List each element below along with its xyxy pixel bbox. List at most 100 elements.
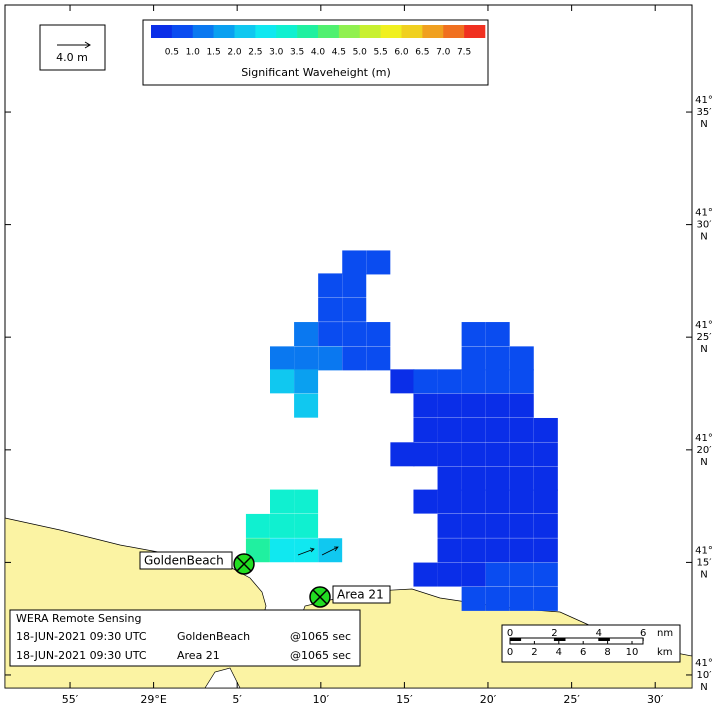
wave-cell [509, 466, 534, 491]
wave-cell [437, 369, 462, 394]
wave-cell [509, 489, 534, 514]
lat-label: N [700, 682, 707, 693]
colorbar-swatch [171, 25, 194, 38]
lat-label: 41° [695, 433, 713, 444]
colorbar-swatch [151, 25, 173, 38]
colorbar-swatch [213, 25, 235, 38]
wave-cell [413, 442, 438, 467]
scale-label: 4 [596, 628, 602, 639]
scale-segment [554, 638, 566, 641]
lat-label: N [700, 119, 707, 130]
colorbar-tick-label: 7.5 [457, 48, 471, 58]
scale-label: 6 [640, 628, 646, 639]
lon-label: 29°E [140, 693, 166, 706]
lat-label: 30′ [697, 220, 713, 231]
station-label-box [139, 551, 233, 570]
colorbar-tick-label: 6.0 [394, 48, 409, 58]
colorbar-tick-label: 4.0 [311, 48, 326, 58]
colorbar-swatch [297, 25, 319, 38]
colorbar-swatch [338, 25, 361, 38]
colorbar-swatch [380, 25, 402, 38]
lat-label: 10′ [697, 670, 713, 681]
lat-label: N [700, 457, 707, 468]
colorbar-tick-label: 3.5 [290, 48, 304, 58]
wave-cell [366, 322, 391, 347]
wave-cell [485, 538, 510, 563]
wave-cell [509, 442, 534, 467]
wave-cell [485, 586, 510, 611]
colorbar-swatch [318, 25, 340, 38]
wave-cell [461, 586, 486, 611]
wave-cell [294, 489, 319, 514]
wave-cell [461, 538, 486, 563]
wave-cell [294, 322, 319, 347]
scale-label: 4 [556, 647, 562, 658]
colorbar-swatch [464, 25, 486, 38]
wave-cell [485, 442, 510, 467]
wave-cell [270, 513, 295, 538]
station-label: Area 21 [337, 588, 384, 602]
wave-cell [461, 489, 486, 514]
info-title: WERA Remote Sensing [16, 612, 141, 625]
info-cell: 18-JUN-2021 09:30 UTC [16, 649, 147, 662]
colorbar-tick-label: 6.5 [415, 48, 429, 58]
wave-cell [485, 369, 510, 394]
colorbar-tick-label: 1.5 [206, 48, 220, 58]
wave-cell [437, 489, 462, 514]
wave-cell [270, 489, 295, 514]
scale-label: 0 [507, 628, 513, 639]
lat-label: 41° [695, 95, 713, 106]
wave-cell [485, 346, 510, 371]
colorbar-swatch [401, 25, 423, 38]
legend-arrow [57, 41, 91, 49]
info-cell: GoldenBeach [177, 630, 250, 643]
wave-cell [461, 513, 486, 538]
wave-cell [485, 417, 510, 442]
wave-cell [366, 346, 391, 371]
colorbar-swatch [359, 25, 381, 38]
colorbar-tick-label: 2.0 [227, 48, 242, 58]
wave-cell [413, 393, 438, 418]
wave-cell [509, 346, 534, 371]
wave-cell [294, 513, 319, 538]
wave-cell [461, 346, 486, 371]
colorbar-title: Significant Waveheight (m) [241, 66, 391, 79]
wave-cell [342, 297, 367, 322]
scale-label: 0 [507, 647, 513, 658]
wave-cell [509, 586, 534, 611]
wave-cell [245, 513, 270, 538]
lon-label: 5′ [232, 693, 242, 706]
wave-cell [437, 393, 462, 418]
lon-label: 10′ [313, 693, 330, 706]
wave-cell [461, 417, 486, 442]
wave-cell [437, 466, 462, 491]
wave-cell [366, 250, 391, 275]
scale-label: 2 [551, 628, 557, 639]
wave-cell [270, 369, 295, 394]
wave-cell [270, 346, 295, 371]
wave-cell [461, 393, 486, 418]
lat-label: 41° [695, 545, 713, 556]
wave-cell [509, 369, 534, 394]
colorbar-swatch [192, 25, 214, 38]
wave-cell [461, 562, 486, 587]
wave-cell [270, 538, 295, 563]
wave-cell [437, 513, 462, 538]
wave-cell [485, 322, 510, 347]
wave-cell [461, 442, 486, 467]
colorbar-tick-label: 4.5 [332, 48, 346, 58]
info-cell: Area 21 [177, 649, 220, 662]
info-box [9, 609, 361, 667]
wave-cell [461, 369, 486, 394]
station-cross [312, 589, 328, 605]
scale-unit: nm [657, 628, 673, 639]
current-arrows [297, 546, 339, 556]
info-cell: @1065 sec [290, 630, 351, 643]
colorbar-swatch [255, 25, 277, 38]
legend-label: 4.0 m [56, 51, 88, 64]
wave-cell [533, 562, 558, 587]
wave-cell [437, 562, 462, 587]
station-label-box [332, 585, 391, 604]
wave-cell [485, 489, 510, 514]
wave-cell [533, 513, 558, 538]
